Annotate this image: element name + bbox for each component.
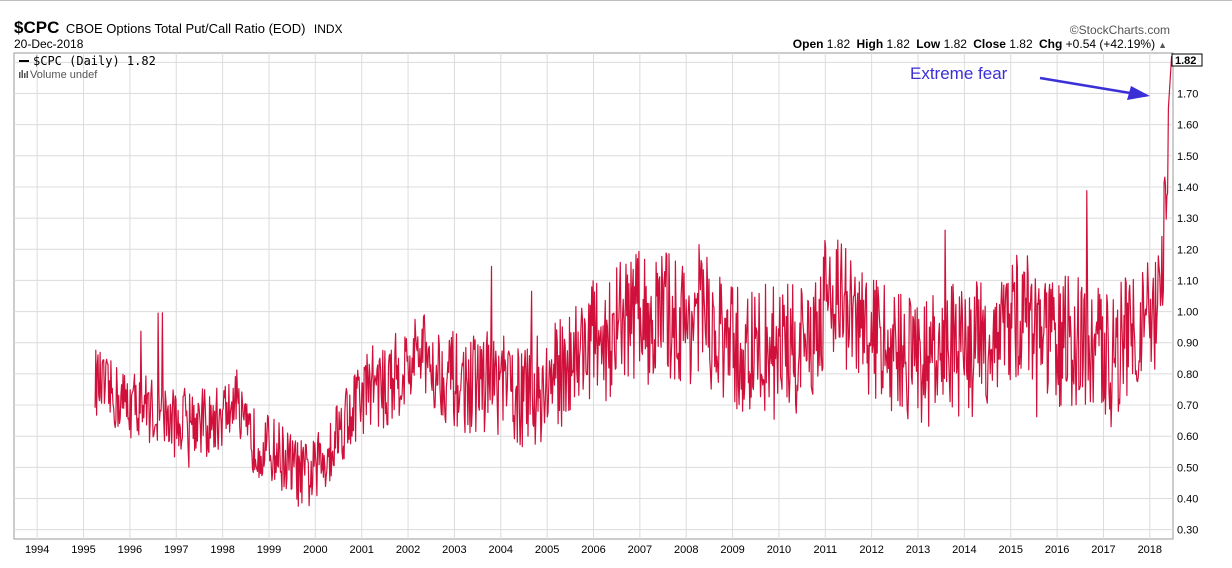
x-tick-label: 2011 [813,544,837,556]
annotation-arrow-line [1039,76,1131,95]
brand-watermark: ©StockCharts.com [1069,23,1170,37]
x-tick-label: 1996 [118,544,142,556]
y-tick-label: 1.00 [1177,307,1198,319]
x-tick-label: 2016 [1045,544,1069,556]
ticker-symbol: $CPC [14,18,60,37]
grid [14,53,1173,539]
annotation-text: Extreme fear [910,64,1008,83]
x-tick-label: 2009 [720,544,744,556]
x-tick-label: 1998 [210,544,234,556]
x-tick-label: 2014 [952,544,976,556]
x-tick-label: 2004 [489,544,513,556]
x-tick-label: 2002 [396,544,420,556]
y-tick-label: 1.30 [1177,213,1198,225]
chg-up-arrow-icon: ▲ [1158,40,1167,50]
x-tick-label: 2001 [349,544,373,556]
y-tick-label: 0.70 [1177,400,1198,412]
close-value: 1.82 [1009,37,1033,51]
y-tick-label: 1.70 [1177,89,1198,101]
x-tick-label: 2015 [998,544,1022,556]
close-label: Close [973,37,1006,51]
y-tick-label: 0.30 [1177,525,1198,537]
y-tick-label: 1.50 [1177,151,1198,163]
x-tick-label: 2013 [906,544,930,556]
x-tick-label: 2005 [535,544,559,556]
y-tick-label: 1.10 [1177,275,1198,287]
open-label: Open [792,37,824,51]
x-tick-label: 2018 [1138,544,1162,556]
y-tick-label: 0.80 [1177,369,1198,381]
x-tick-label: 2003 [442,544,466,556]
x-tick-label: 2017 [1091,544,1115,556]
top-rule [0,0,1232,1]
annotation-arrow-head-icon [1127,86,1150,100]
exchange-label: INDX [313,22,343,36]
high-value: 1.82 [886,37,910,51]
y-tick-label: 0.50 [1177,462,1198,474]
x-tick-label: 2007 [628,544,652,556]
open-value: 1.82 [826,37,851,51]
last-value-tag: 1.82 [1171,53,1203,67]
y-tick-label: 1.40 [1177,182,1198,194]
y-tick-label: 0.40 [1177,494,1198,506]
low-label: Low [916,37,941,51]
y-tick-label: 1.60 [1177,120,1198,132]
x-tick-label: 1994 [25,544,49,556]
ohlc-readout: Open 1.82 High 1.82 Low 1.82 Close 1.82 … [793,37,1170,51]
annotation: Extreme fear [910,64,1150,100]
ticker-description: CBOE Options Total Put/Call Ratio (EOD) [65,21,306,36]
chart-date: 20-Dec-2018 [14,37,84,51]
chg-label: Chg [1039,37,1063,51]
x-tick-label: 1999 [257,544,281,556]
series-cpc [94,56,1173,507]
y-tick-label: 0.90 [1177,338,1198,350]
series-line [94,56,1173,507]
y-axis: 0.30 0.40 0.50 0.60 0.70 0.80 0.90 1.00 1.10 1.20… [1177,57,1198,536]
x-tick-label: 1995 [71,544,95,556]
y-tick-label: 0.60 [1177,431,1198,443]
last-value-label: 1.82 [1175,55,1196,67]
x-tick-label: 2012 [859,544,883,556]
x-tick-label: 2010 [767,544,791,556]
x-tick-label: 2008 [674,544,698,556]
low-value: 1.82 [943,37,967,51]
y-tick-label: 1.20 [1177,244,1198,256]
chart-title-row: $CPC CBOE Options Total Put/Call Ratio (… [14,18,343,38]
chg-value: +0.54 (+42.19%) [1065,37,1156,51]
legend-volume-label: Volume undef [30,69,98,81]
x-tick-label: 1997 [164,544,188,556]
x-axis: 1994 1995 1996 1997 1998 1999 2000 2001 2002 2003… [25,544,1162,556]
x-tick-label: 2006 [581,544,605,556]
x-tick-label: 2000 [303,544,327,556]
volume-bars-icon [19,70,28,78]
chart-legend: $CPC (Daily) 1.82 Volume undef [19,54,156,81]
high-label: High [856,37,884,51]
legend-series-label: $CPC (Daily) 1.82 [33,54,156,68]
